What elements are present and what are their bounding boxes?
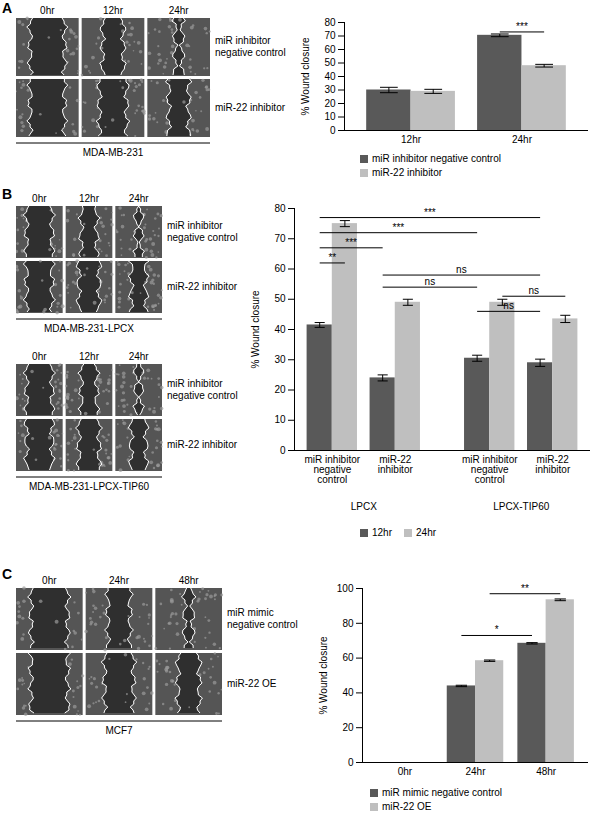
svg-text:0hr: 0hr <box>40 5 55 16</box>
svg-text:***: *** <box>516 21 528 32</box>
svg-text:***: *** <box>345 237 357 248</box>
svg-text:**: ** <box>521 583 529 594</box>
svg-text:80: 80 <box>324 17 336 28</box>
svg-text:0hr: 0hr <box>32 351 47 362</box>
svg-text:24hr: 24hr <box>129 193 150 204</box>
svg-text:20: 20 <box>274 384 286 395</box>
svg-text:ns: ns <box>425 276 436 287</box>
svg-text:40: 40 <box>342 687 354 698</box>
svg-text:20: 20 <box>342 722 354 733</box>
svg-text:48hr: 48hr <box>179 575 200 586</box>
svg-text:LPCX: LPCX <box>351 501 377 512</box>
svg-text:miR inhibitornegative control: miR inhibitornegative control <box>215 35 286 58</box>
svg-text:0: 0 <box>280 445 286 456</box>
svg-text:50: 50 <box>274 293 286 304</box>
svg-text:80: 80 <box>274 203 286 214</box>
svg-text:60: 60 <box>342 652 354 663</box>
svg-text:MDA-MB-231-LPCX: MDA-MB-231-LPCX <box>44 323 134 334</box>
svg-text:24hr: 24hr <box>129 351 150 362</box>
svg-text:miR inhibitornegativecontrol: miR inhibitornegativecontrol <box>462 454 518 485</box>
svg-text:24hr: 24hr <box>465 766 486 777</box>
svg-text:0: 0 <box>330 125 336 136</box>
html-text:miR inhibitor negative control: miR inhibitor negative control <box>372 153 501 164</box>
svg-text:0hr: 0hr <box>32 193 47 204</box>
svg-text:20: 20 <box>324 98 336 109</box>
svg-text:MDA-MB-231-LPCX-TIP60: MDA-MB-231-LPCX-TIP60 <box>29 481 149 492</box>
svg-text:MDA-MB-231: MDA-MB-231 <box>83 147 144 158</box>
svg-text:24hr: 24hr <box>109 575 130 586</box>
svg-text:12hr: 12hr <box>401 134 422 145</box>
svg-text:100: 100 <box>337 583 354 594</box>
svg-text:80: 80 <box>342 618 354 629</box>
svg-text:miR mimicnegative control: miR mimicnegative control <box>227 607 298 630</box>
html-text:B: B <box>2 186 13 202</box>
svg-text:30: 30 <box>324 84 336 95</box>
html-text:12hr: 12hr <box>372 527 392 538</box>
svg-text:24hr: 24hr <box>169 5 190 16</box>
svg-text:30: 30 <box>274 354 286 365</box>
html-text:miR-22 inhibitor: miR-22 inhibitor <box>372 167 442 178</box>
svg-text:% Wound closure: % Wound closure <box>300 37 311 116</box>
svg-text:48hr: 48hr <box>536 766 557 777</box>
svg-text:70: 70 <box>324 30 336 41</box>
svg-text:miR-22 OE: miR-22 OE <box>227 678 277 689</box>
svg-text:70: 70 <box>274 233 286 244</box>
svg-text:0: 0 <box>348 757 354 768</box>
svg-text:miR inhibitornegativecontrol: miR inhibitornegativecontrol <box>304 454 360 485</box>
svg-text:% Wound closure: % Wound closure <box>318 636 329 715</box>
svg-text:0hr: 0hr <box>398 766 413 777</box>
html-text:24hr: 24hr <box>416 527 436 538</box>
svg-text:miR inhibitornegative control: miR inhibitornegative control <box>167 378 238 401</box>
html-text:miR mimic negative control: miR mimic negative control <box>382 787 502 798</box>
svg-text:12hr: 12hr <box>79 351 100 362</box>
svg-text:MCF7: MCF7 <box>105 725 133 736</box>
svg-text:ns: ns <box>529 285 540 296</box>
svg-text:50: 50 <box>324 57 336 68</box>
svg-text:60: 60 <box>274 263 286 274</box>
svg-text:ns: ns <box>456 264 467 275</box>
svg-text:miR inhibitornegative control: miR inhibitornegative control <box>167 220 238 243</box>
svg-text:***: *** <box>393 222 405 233</box>
svg-text:miR-22inhibitor: miR-22inhibitor <box>378 454 414 475</box>
svg-text:12hr: 12hr <box>79 193 100 204</box>
svg-text:0hr: 0hr <box>42 575 57 586</box>
svg-text:***: *** <box>424 207 436 218</box>
svg-text:40: 40 <box>324 71 336 82</box>
svg-text:10: 10 <box>324 111 336 122</box>
svg-text:% Wound closure: % Wound closure <box>250 290 261 369</box>
svg-text:ns: ns <box>503 300 514 311</box>
html-text:A: A <box>2 0 13 16</box>
svg-text:miR-22 inhibitor: miR-22 inhibitor <box>167 439 238 450</box>
html-text:miR-22 OE: miR-22 OE <box>382 801 432 812</box>
svg-text:miR-22 inhibitor: miR-22 inhibitor <box>167 281 238 292</box>
svg-text:12hr: 12hr <box>103 5 124 16</box>
svg-text:**: ** <box>328 252 336 263</box>
svg-text:10: 10 <box>274 414 286 425</box>
svg-text:LPCX-TIP60: LPCX-TIP60 <box>493 501 550 512</box>
svg-text:40: 40 <box>274 324 286 335</box>
html-text:C: C <box>2 566 13 582</box>
svg-text:24hr: 24hr <box>512 134 533 145</box>
svg-text:60: 60 <box>324 44 336 55</box>
svg-text:*: * <box>495 624 499 635</box>
svg-text:miR-22 inhibitor: miR-22 inhibitor <box>215 102 286 113</box>
svg-text:miR-22inhibitor: miR-22inhibitor <box>535 454 571 475</box>
